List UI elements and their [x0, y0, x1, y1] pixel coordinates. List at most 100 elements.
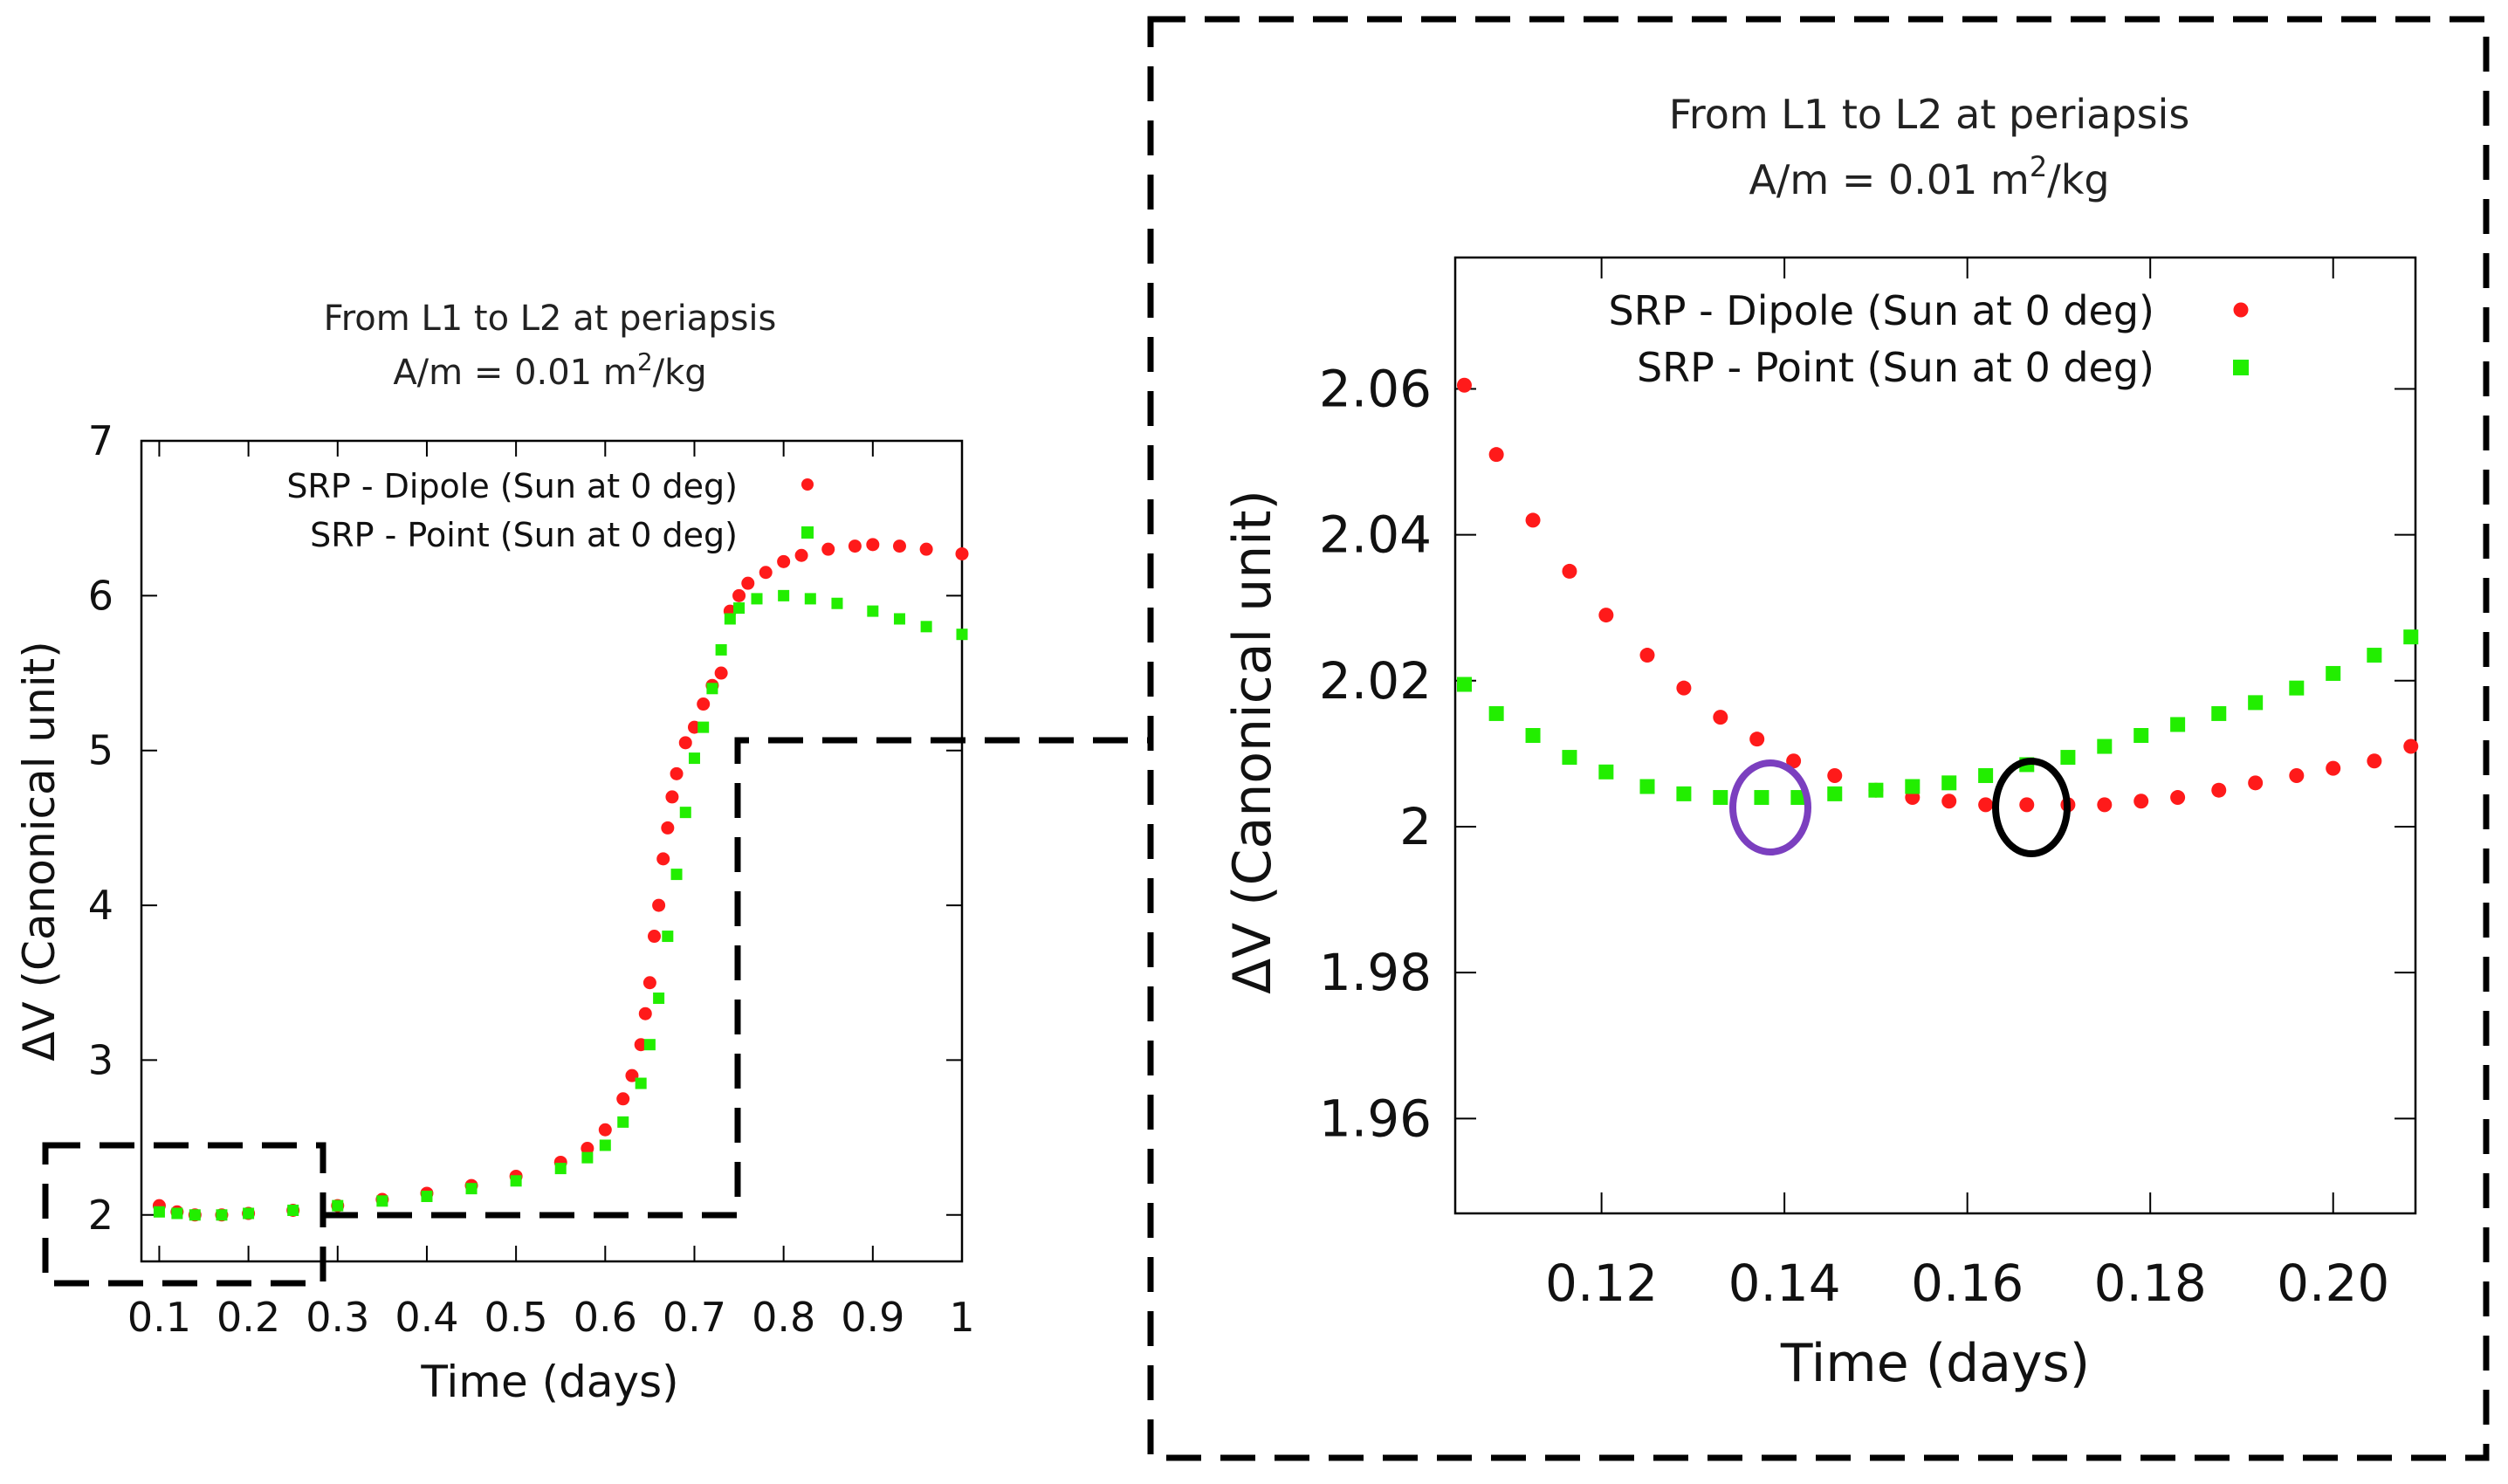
- left-x-tick-label: 0.3: [306, 1294, 369, 1341]
- right-point-model-point: [2367, 648, 2382, 663]
- right-point-model-point: [1978, 767, 1994, 783]
- left-subtitle-prefix: A/m = 0.01 m: [393, 353, 637, 393]
- right-dipole-point: [1749, 732, 1765, 747]
- left-point-model-point: [171, 1207, 183, 1219]
- left-x-tick-label: 0.2: [216, 1294, 280, 1341]
- left-dipole-point: [741, 576, 755, 590]
- right-dipole-point: [2211, 782, 2227, 798]
- left-point-model-point: [724, 613, 736, 625]
- left-point-model-point: [778, 589, 790, 601]
- right-dipole-point: [1525, 512, 1541, 528]
- right-dipole-point: [2170, 790, 2186, 806]
- right-point-model-point: [1790, 790, 1806, 806]
- right-point-model-point: [1713, 790, 1728, 806]
- left-ticks: 0.1 0.2 0.3 0.4 0.5 0.6 0.7 0.8 0.9 1 2 3 4 5 6 7: [88, 417, 975, 1341]
- left-point-model-point: [421, 1191, 433, 1203]
- right-dipole-point: [2134, 794, 2149, 809]
- left-dipole-point: [670, 766, 684, 780]
- right-dipole-point: [1562, 563, 1577, 579]
- right-point-model-point: [1905, 779, 1921, 794]
- left-dipole-point: [697, 697, 711, 711]
- right-dipole-point: [1456, 377, 1472, 393]
- left-y-axis-label: ΔV (Canonical unit): [14, 641, 65, 1061]
- right-dipole-point: [2367, 753, 2382, 769]
- right-chart-title: From L1 to L2 at periapsis: [1669, 91, 2190, 138]
- right-point-model-point: [1827, 786, 1843, 801]
- left-point-model-point: [465, 1183, 478, 1195]
- zoom-connector-line: [323, 737, 1148, 1219]
- left-point-model-point: [697, 721, 710, 733]
- left-x-tick-label: 0.9: [841, 1294, 904, 1341]
- right-point-model-point: [1639, 779, 1655, 794]
- left-legend-marker-point: [801, 526, 814, 539]
- right-dipole-point: [1639, 648, 1655, 663]
- left-dipole-point: [892, 539, 906, 553]
- left-subtitle-suffix: /kg: [653, 353, 707, 393]
- left-point-model-point: [662, 931, 674, 943]
- right-point-model-point: [2060, 750, 2076, 766]
- right-dipole-point: [1598, 608, 1614, 623]
- right-point-model-point: [2326, 665, 2341, 681]
- left-chart: From L1 to L2 at periapsis A/m = 0.01 m2…: [14, 299, 975, 1407]
- left-legend-label-dipole: SRP - Dipole (Sun at 0 deg): [286, 467, 738, 505]
- left-dipole-point: [919, 542, 933, 556]
- right-y-tick-label: 1.98: [1319, 943, 1432, 1002]
- left-y-tick-label: 4: [88, 882, 113, 929]
- right-point-model-point: [1598, 764, 1614, 780]
- right-x-tick-label: 0.12: [1545, 1254, 1658, 1313]
- left-y-tick-label: 6: [88, 572, 113, 619]
- right-point-model-point: [2097, 739, 2113, 754]
- right-point-model-point: [1754, 790, 1769, 806]
- right-dipole-point: [1786, 753, 1802, 769]
- left-y-tick-label: 3: [88, 1036, 113, 1083]
- right-legend-marker-dipole: [2233, 302, 2249, 318]
- left-point-model-point: [332, 1199, 344, 1212]
- right-chart-subtitle: A/m = 0.01 m2/kg: [1749, 150, 2109, 203]
- right-point-model-point: [1941, 775, 1957, 791]
- right-dipole-point: [1676, 680, 1692, 696]
- left-legend-marker-dipole: [801, 478, 814, 491]
- right-point-model-point: [2403, 629, 2419, 645]
- left-point-model-point: [510, 1175, 522, 1187]
- left-point-model-point: [635, 1077, 647, 1089]
- right-point-model-point: [2211, 705, 2227, 721]
- zoom-callout: [42, 16, 2490, 1461]
- left-dipole-point: [638, 1007, 652, 1020]
- right-dipole-point: [1488, 447, 1504, 463]
- left-dipole-point: [652, 898, 666, 912]
- left-dipole-point: [656, 852, 670, 866]
- left-dipole-point: [642, 976, 656, 990]
- left-dipole-point: [598, 1123, 612, 1137]
- left-dipole-point: [732, 588, 746, 602]
- left-dipole-point: [648, 930, 661, 944]
- left-point-model-point: [617, 1116, 629, 1128]
- left-point-model-point: [653, 992, 665, 1004]
- right-dipole-point: [1978, 797, 1994, 813]
- right-point-model-point: [1525, 728, 1541, 743]
- right-x-axis-label: Time (days): [1780, 1333, 2090, 1394]
- left-point-model-point: [706, 683, 718, 695]
- left-point-model-point: [670, 869, 683, 881]
- zoom-target-box: [1147, 16, 2490, 1461]
- left-point-model-point: [554, 1163, 567, 1175]
- right-legend-label-dipole: SRP - Dipole (Sun at 0 deg): [1609, 287, 2154, 334]
- left-dipole-point: [821, 542, 835, 556]
- right-y-axis-label: ΔV (Canonical unit): [1222, 490, 1283, 994]
- right-subtitle-sup: 2: [2030, 150, 2047, 183]
- left-point-model-point: [804, 593, 816, 605]
- right-dipole-point: [2019, 797, 2035, 813]
- left-legend-label-point: SRP - Point (Sun at 0 deg): [310, 516, 738, 554]
- left-dipole-point: [714, 666, 728, 680]
- left-subtitle-sup: 2: [637, 347, 653, 376]
- left-dipole-point: [955, 546, 969, 560]
- left-y-tick-label: 7: [88, 417, 113, 464]
- left-dipole-point: [777, 554, 791, 568]
- left-dipole-point: [794, 548, 808, 562]
- right-dipole-point: [1827, 767, 1843, 783]
- right-legend: SRP - Dipole (Sun at 0 deg) SRP - Point …: [1609, 287, 2249, 391]
- left-dipole-point: [866, 538, 880, 552]
- left-dipole-point: [616, 1092, 630, 1106]
- right-dipole-point: [1941, 794, 1957, 809]
- right-x-tick-label: 0.16: [1911, 1254, 2024, 1313]
- right-y-tick-label: 2.04: [1319, 505, 1432, 565]
